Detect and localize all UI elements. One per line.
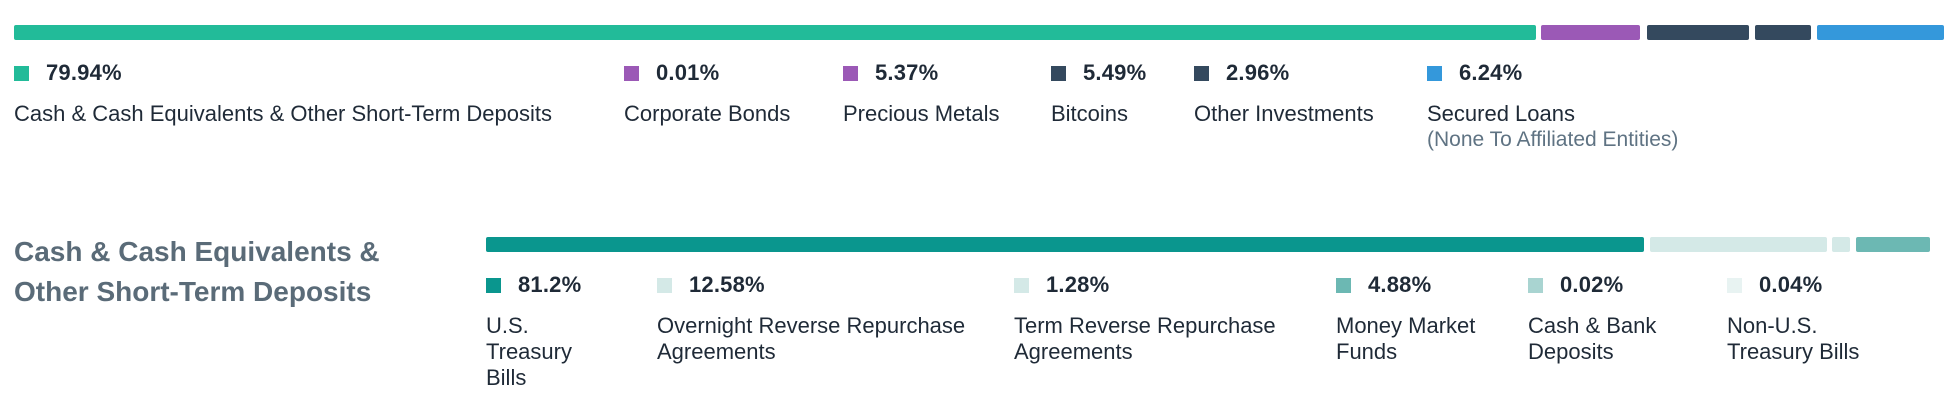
legend-item-non-u-s-treasury-bills: 0.04% Non-U.S. Treasury Bills <box>1727 272 1907 365</box>
bar-segment-other-investments <box>1755 25 1811 40</box>
legend-label: Other Investments <box>1194 101 1374 126</box>
legend-percent: 0.01% <box>656 60 720 85</box>
legend-value-row: 0.02% <box>1528 272 1688 297</box>
legend-swatch <box>486 277 501 293</box>
legend-value-row: 6.24% <box>1427 60 1757 85</box>
legend-swatch <box>657 277 672 293</box>
legend-percent: 81.2% <box>518 272 582 297</box>
legend-percent: 5.37% <box>875 60 939 85</box>
legend-value-row: 5.37% <box>843 60 1043 85</box>
legend-percent: 0.04% <box>1759 272 1823 297</box>
legend-item-bitcoins: 5.49% Bitcoins <box>1051 60 1181 127</box>
top-allocation-bar <box>14 25 1944 40</box>
legend-value-row: 12.58% <box>657 272 977 297</box>
legend-value-row: 1.28% <box>1014 272 1314 297</box>
legend-swatch <box>1336 277 1351 293</box>
legend-percent: 0.02% <box>1560 272 1624 297</box>
legend-value-row: 2.96% <box>1194 60 1414 85</box>
legend-item-u-s-treasury-bills: 81.2% U.S. Treasury Bills <box>486 272 606 391</box>
legend-percent: 1.28% <box>1046 272 1110 297</box>
legend-label: U.S. Treasury Bills <box>486 313 572 390</box>
legend-percent: 12.58% <box>689 272 765 297</box>
legend-swatch <box>1194 65 1209 81</box>
bar-segment-cash-cash-equivalents-other-short-term-deposits <box>14 25 1536 40</box>
legend-percent: 79.94% <box>46 60 122 85</box>
legend-item-cash-bank-deposits: 0.02% Cash & Bank Deposits <box>1528 272 1688 365</box>
legend-swatch <box>14 65 29 81</box>
legend-label: Overnight Reverse Repurchase Agreements <box>657 313 966 364</box>
bar-segment-money-market-funds <box>1856 237 1930 252</box>
bar-segment-overnight-reverse-repurchase-agreements <box>1650 237 1827 252</box>
legend-swatch <box>1528 277 1543 293</box>
legend-value-row: 0.04% <box>1727 272 1907 297</box>
legend-swatch <box>624 65 639 81</box>
legend-item-term-reverse-repurchase-agreements: 1.28% Term Reverse Repurchase Agreements <box>1014 272 1314 365</box>
legend-percent: 6.24% <box>1459 60 1523 85</box>
bar-segment-u-s-treasury-bills <box>486 237 1644 252</box>
legend-label: Corporate Bonds <box>624 101 791 126</box>
bar-segment-secured-loans <box>1817 25 1944 40</box>
legend-value-row: 5.49% <box>1051 60 1181 85</box>
legend-swatch <box>1014 277 1029 293</box>
legend-swatch <box>1051 65 1066 81</box>
legend-swatch <box>1427 65 1442 81</box>
legend-item-cash-cash-equivalents-other-short-term-deposits: 79.94% Cash & Cash Equivalents & Other Sh… <box>14 60 614 127</box>
legend-label: Money Market Funds <box>1336 313 1476 364</box>
legend-item-money-market-funds: 4.88% Money Market Funds <box>1336 272 1506 365</box>
bar-segment-term-reverse-repurchase-agreements <box>1832 237 1850 252</box>
cash-breakdown-bar <box>486 237 1930 252</box>
legend-item-secured-loans: 6.24% Secured Loans (None To Affiliated En… <box>1427 60 1757 153</box>
legend-item-other-investments: 2.96% Other Investments <box>1194 60 1414 127</box>
bar-segment-bitcoins <box>1647 25 1749 40</box>
legend-percent: 5.49% <box>1083 60 1147 85</box>
legend-value-row: 4.88% <box>1336 272 1506 297</box>
legend-percent: 2.96% <box>1226 60 1290 85</box>
legend-label: Cash & Bank Deposits <box>1528 313 1657 364</box>
legend-label: Non-U.S. Treasury Bills <box>1727 313 1860 364</box>
legend-label: Bitcoins <box>1051 101 1129 126</box>
legend-value-row: 81.2% <box>486 272 606 297</box>
legend-value-row: 79.94% <box>14 60 614 85</box>
legend-item-overnight-reverse-repurchase-agreements: 12.58% Overnight Reverse Repurchase Agree… <box>657 272 977 365</box>
legend-swatch <box>843 65 858 81</box>
legend-label: Term Reverse Repurchase Agreements <box>1014 313 1276 364</box>
legend-sublabel: (None To Affiliated Entities) <box>1427 128 1679 151</box>
legend-label: Precious Metals <box>843 101 1000 126</box>
legend-label: Secured Loans <box>1427 101 1575 126</box>
legend-label: Cash & Cash Equivalents & Other Short-Te… <box>14 101 553 126</box>
legend-item-precious-metals: 5.37% Precious Metals <box>843 60 1043 127</box>
legend-value-row: 0.01% <box>624 60 824 85</box>
legend-swatch <box>1727 277 1742 293</box>
legend-item-corporate-bonds: 0.01% Corporate Bonds <box>624 60 824 127</box>
bar-segment-precious-metals <box>1541 25 1640 40</box>
cash-breakdown-heading: Cash & Cash Equivalents & Other Short-Te… <box>14 236 380 307</box>
legend-percent: 4.88% <box>1368 272 1432 297</box>
